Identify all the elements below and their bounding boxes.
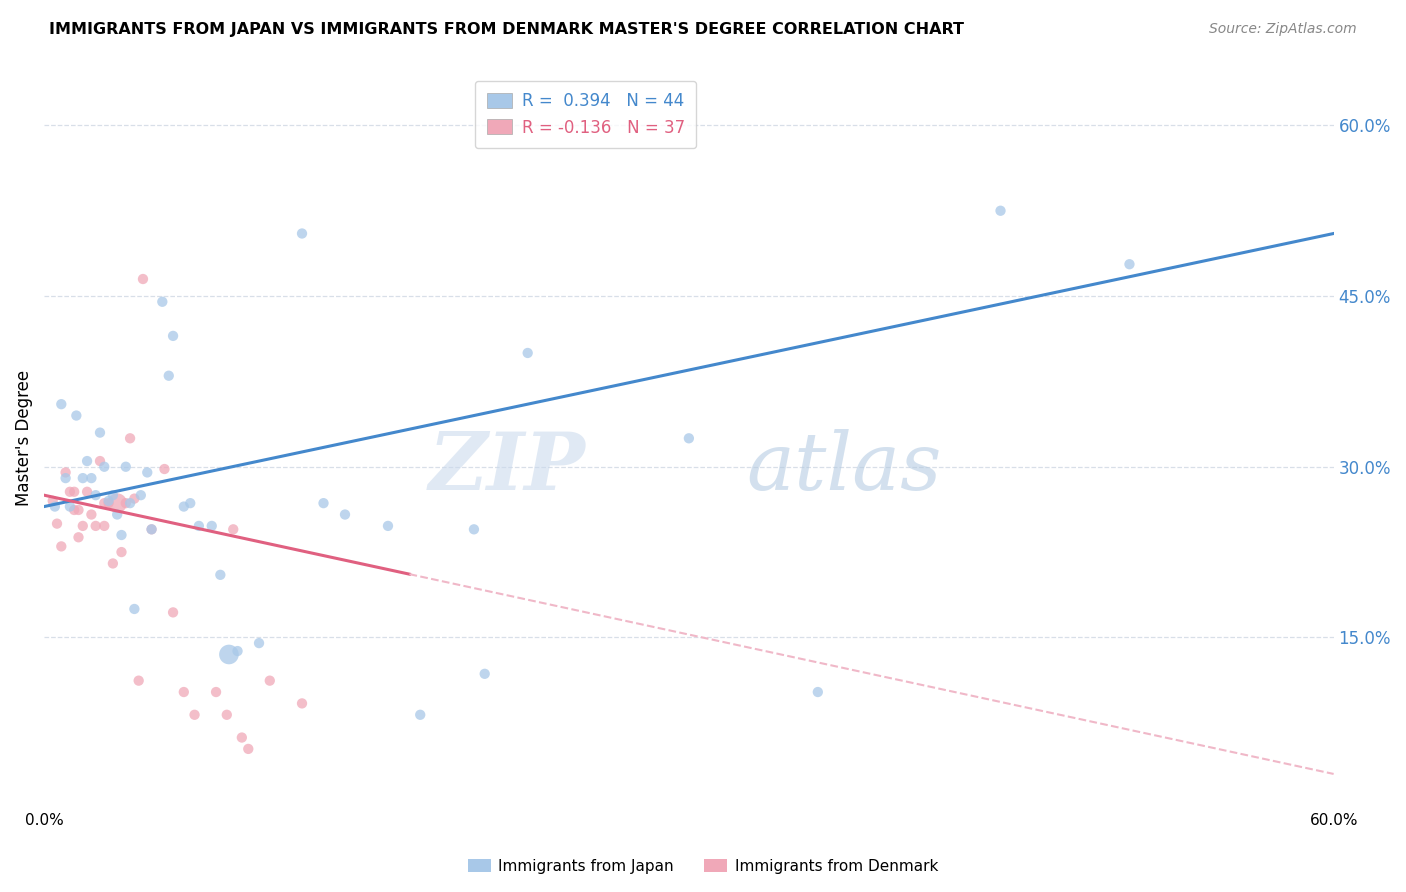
Point	[120, 431, 142, 445]
Point	[65, 409, 87, 423]
Point	[124, 491, 146, 506]
Point	[84, 519, 107, 533]
Point	[97, 494, 120, 508]
Point	[97, 496, 120, 510]
Point	[247, 636, 270, 650]
Point	[678, 431, 700, 445]
Point	[162, 329, 184, 343]
Point	[93, 459, 115, 474]
Point	[1118, 257, 1140, 271]
Point	[89, 454, 111, 468]
Text: Source: ZipAtlas.com: Source: ZipAtlas.com	[1209, 22, 1357, 37]
Point	[114, 496, 136, 510]
Text: atlas: atlas	[747, 429, 941, 507]
Point	[209, 567, 232, 582]
Point	[41, 494, 63, 508]
Point	[183, 707, 205, 722]
Point	[201, 519, 224, 533]
Point	[72, 471, 94, 485]
Point	[173, 685, 195, 699]
Point	[157, 368, 180, 383]
Point	[141, 522, 163, 536]
Point	[105, 508, 128, 522]
Point	[55, 471, 77, 485]
Point	[59, 500, 82, 514]
Point	[51, 540, 73, 554]
Point	[67, 530, 90, 544]
Point	[807, 685, 830, 699]
Point	[80, 508, 103, 522]
Point	[67, 503, 90, 517]
Point	[179, 496, 201, 510]
Point	[150, 294, 173, 309]
Point	[474, 666, 496, 681]
Point	[93, 496, 115, 510]
Point	[291, 697, 314, 711]
Point	[463, 522, 485, 536]
Point	[153, 462, 176, 476]
Point	[990, 203, 1012, 218]
Point	[124, 602, 146, 616]
Point	[110, 528, 132, 542]
Point	[136, 466, 159, 480]
Point	[59, 484, 82, 499]
Point	[110, 545, 132, 559]
Y-axis label: Master's Degree: Master's Degree	[15, 370, 32, 507]
Point	[409, 707, 432, 722]
Point	[173, 500, 195, 514]
Point	[44, 500, 66, 514]
Point	[132, 272, 155, 286]
Point	[226, 644, 249, 658]
Point	[76, 484, 98, 499]
Point	[55, 466, 77, 480]
Point	[72, 519, 94, 533]
Point	[162, 606, 184, 620]
Point	[291, 227, 314, 241]
Legend: Immigrants from Japan, Immigrants from Denmark: Immigrants from Japan, Immigrants from D…	[461, 853, 945, 880]
Point	[114, 459, 136, 474]
Point	[63, 503, 86, 517]
Point	[80, 471, 103, 485]
Point	[129, 488, 152, 502]
Point	[51, 397, 73, 411]
Point	[46, 516, 69, 531]
Point	[101, 557, 124, 571]
Point	[231, 731, 253, 745]
Point	[141, 522, 163, 536]
Point	[377, 519, 399, 533]
Point	[312, 496, 335, 510]
Point	[63, 484, 86, 499]
Point	[222, 522, 245, 536]
Point	[101, 488, 124, 502]
Point	[218, 648, 240, 662]
Point	[238, 742, 260, 756]
Point	[259, 673, 281, 688]
Point	[333, 508, 356, 522]
Point	[89, 425, 111, 440]
Legend: R =  0.394   N = 44, R = -0.136   N = 37: R = 0.394 N = 44, R = -0.136 N = 37	[475, 80, 696, 148]
Point	[187, 519, 209, 533]
Point	[120, 496, 142, 510]
Point	[516, 346, 538, 360]
Text: ZIP: ZIP	[429, 429, 586, 507]
Point	[105, 496, 128, 510]
Point	[84, 488, 107, 502]
Point	[205, 685, 228, 699]
Point	[128, 673, 150, 688]
Point	[76, 454, 98, 468]
Point	[93, 519, 115, 533]
Text: IMMIGRANTS FROM JAPAN VS IMMIGRANTS FROM DENMARK MASTER'S DEGREE CORRELATION CHA: IMMIGRANTS FROM JAPAN VS IMMIGRANTS FROM…	[49, 22, 965, 37]
Point	[215, 707, 238, 722]
